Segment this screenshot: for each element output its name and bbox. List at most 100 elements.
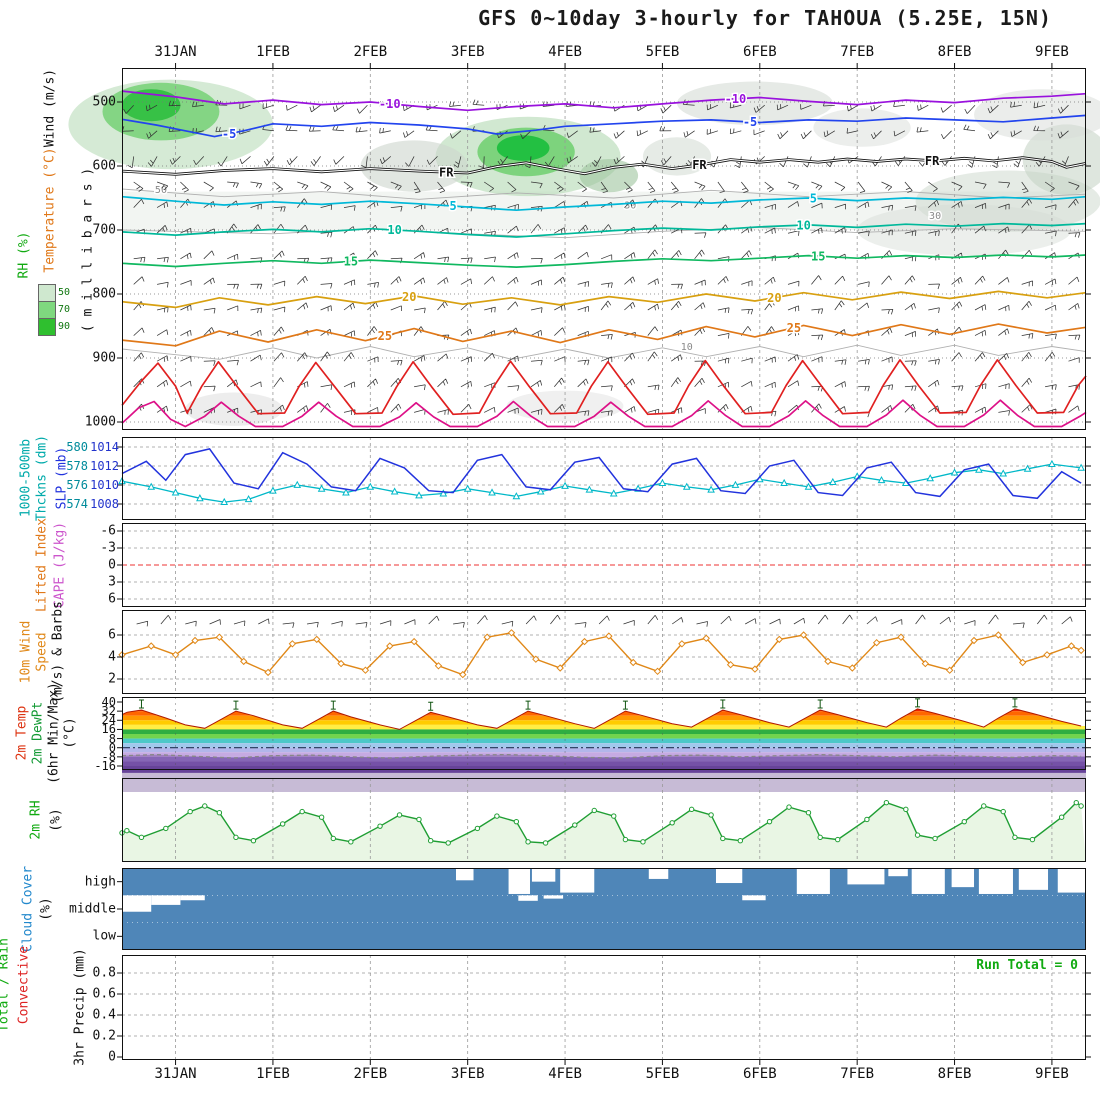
axis-tick-label: 574 (66, 497, 88, 511)
date-label: 5FEB (645, 1066, 680, 1082)
contour-label: -10 (379, 97, 401, 111)
contour-label: FR (439, 165, 454, 179)
contour-label: -5 (743, 115, 757, 129)
axis-tick-label: 1008 (90, 497, 119, 511)
axis-tick-label: 3 (108, 574, 116, 590)
rh-legend-value: 50 (58, 287, 71, 298)
run-total-text: Run Total = 0 (976, 958, 1078, 973)
panel-wind10m (117, 610, 1091, 694)
axis-tick-label: 900 (92, 350, 116, 366)
axis-tick-label: 8 (108, 731, 116, 746)
date-label: 5FEB (645, 44, 680, 60)
contour-label: 20 (767, 291, 781, 305)
date-label: 7FEB (840, 1066, 875, 1082)
date-label: 9FEB (1035, 1066, 1069, 1082)
date-label: 9FEB (1035, 44, 1069, 60)
date-label: 8FEB (937, 44, 972, 60)
panel-side-label: RH (%) (16, 231, 32, 279)
temp-curve (121, 708, 1082, 730)
panel-side-label: ( m i l l i b a r s ) (80, 167, 96, 333)
dewpoint-shade (122, 754, 1086, 792)
axis-tick-label: 700 (92, 222, 116, 238)
date-label: 1FEB (256, 1066, 290, 1082)
slp-line (121, 448, 1082, 500)
contour-label: 25 (787, 321, 801, 335)
rh-shading (68, 79, 1100, 426)
axis-tick-label: 6 (108, 591, 116, 607)
panel-side-label: Cloud Cover (20, 865, 36, 953)
panel-side-label: Lifted Index (34, 518, 50, 612)
rh-line (121, 801, 1082, 844)
axis-tick-label: 580 (66, 440, 88, 454)
contour-label: 30 (929, 211, 941, 222)
date-label: 4FEB (548, 1066, 582, 1082)
panel-side-label: 2m RH (28, 800, 44, 840)
axis-tick-label: 0.8 (92, 965, 116, 981)
panel-stability (117, 523, 1091, 607)
contour-label: 15 (811, 249, 825, 263)
date-label: 3FEB (450, 1066, 485, 1082)
panel-side-label: Convective (16, 945, 32, 1025)
axis-tick-label: 4 (108, 649, 116, 665)
wind-barbs (121, 99, 1081, 418)
axis-tick-label: 576 (66, 478, 88, 492)
contour-label: 10 (387, 223, 401, 237)
date-label: 31JAN (154, 1066, 197, 1082)
wind-speed-line (121, 632, 1082, 676)
date-label: 2FEB (353, 44, 388, 60)
contour-label: FR (925, 154, 940, 168)
panel-precip: Run Total = 0 (117, 955, 1091, 1065)
date-label: 3FEB (450, 44, 485, 60)
axis-tick-label: 0.6 (92, 986, 116, 1002)
panel-temp2m (117, 697, 1091, 792)
rh-legend-value: 70 (58, 304, 71, 315)
panel-side-label: SLP (mb) (54, 446, 70, 510)
date-label: 8FEB (937, 1066, 972, 1082)
surface-wind-barbs (136, 614, 1073, 629)
axis-tick-label: 24 (101, 713, 116, 728)
rh-legend-swatch (38, 301, 56, 319)
panel-side-label: 1000-500mb (18, 438, 34, 518)
date-label: 4FEB (548, 44, 582, 60)
axis-tick-label: 2 (108, 671, 116, 687)
axis-tick-label: 6 (108, 627, 116, 643)
thickness-line (121, 463, 1082, 503)
date-label: 1FEB (256, 44, 290, 60)
contour-label: -5 (222, 127, 236, 141)
axis-tick-label: 0.4 (92, 1007, 116, 1023)
axis-tick-label: 600 (92, 158, 116, 174)
panel-side-label: 2m DewPt (30, 701, 46, 765)
date-label: 7FEB (840, 44, 875, 60)
contour-label: 25 (378, 329, 392, 343)
axis-tick-label: 0 (108, 1049, 116, 1065)
rh-fill (122, 802, 1086, 862)
axis-tick-label: 1012 (90, 459, 119, 473)
chart-title: GFS 0~10day 3-hourly for TAHOUA (5.25E, … (478, 6, 1052, 30)
axis-tick-label: low (92, 928, 116, 944)
date-label: 31JAN (154, 44, 197, 60)
date-label: 6FEB (742, 44, 777, 60)
contour-label: 10 (796, 218, 810, 232)
panel-side-label: (%) (38, 897, 54, 921)
axis-tick-label: 1010 (90, 478, 119, 492)
axis-tick-label: 40 (101, 695, 116, 709)
axis-tick-label: -6 (100, 523, 116, 539)
panel-side-label: 2m Temp (14, 705, 30, 761)
axis-tick-label: 578 (66, 459, 88, 473)
panel-side-label: Temperature (°C) (42, 147, 58, 273)
panel-slp-thickness (117, 437, 1091, 520)
cloud-blocks (122, 868, 1086, 912)
rh-legend-swatch (38, 318, 56, 336)
axis-tick-label: 0.2 (92, 1028, 116, 1044)
panel-side-label: (°C) (62, 717, 78, 749)
axis-tick-label: 0 (108, 740, 116, 755)
axis-tick-label: 1014 (90, 440, 119, 454)
axis-tick-label: 16 (101, 722, 116, 737)
axis-tick-label: 32 (101, 704, 116, 719)
axis-tick-label: high (84, 874, 116, 890)
axis-tick-label: 0 (108, 557, 116, 573)
panel-side-label: Speed (34, 632, 50, 672)
